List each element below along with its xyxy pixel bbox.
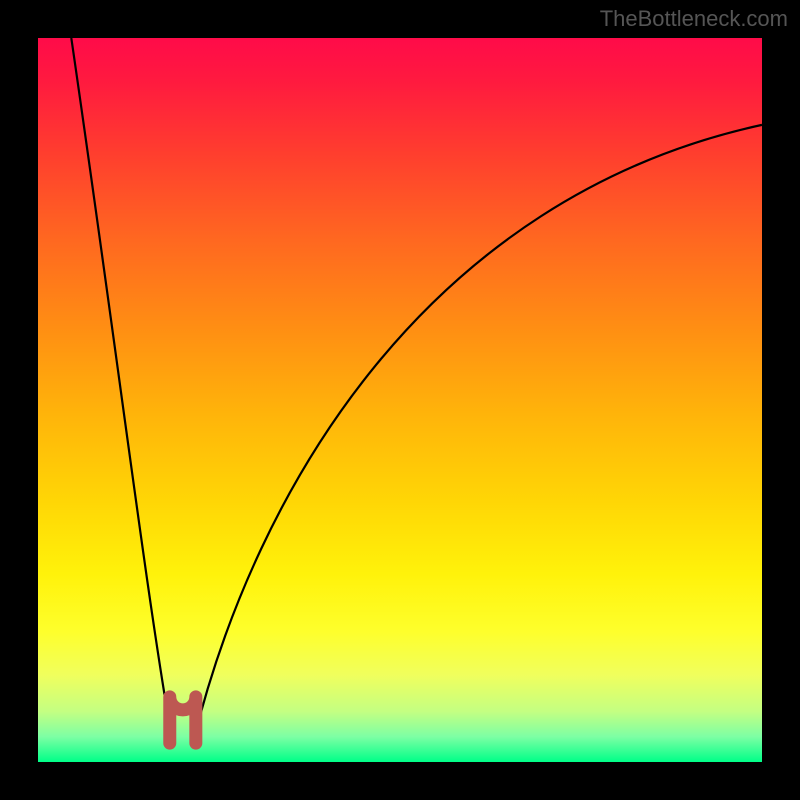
watermark-text: TheBottleneck.com bbox=[600, 6, 788, 32]
plot-background bbox=[38, 38, 762, 762]
chart-container: TheBottleneck.com bbox=[0, 0, 800, 800]
bottleneck-chart bbox=[0, 0, 800, 800]
